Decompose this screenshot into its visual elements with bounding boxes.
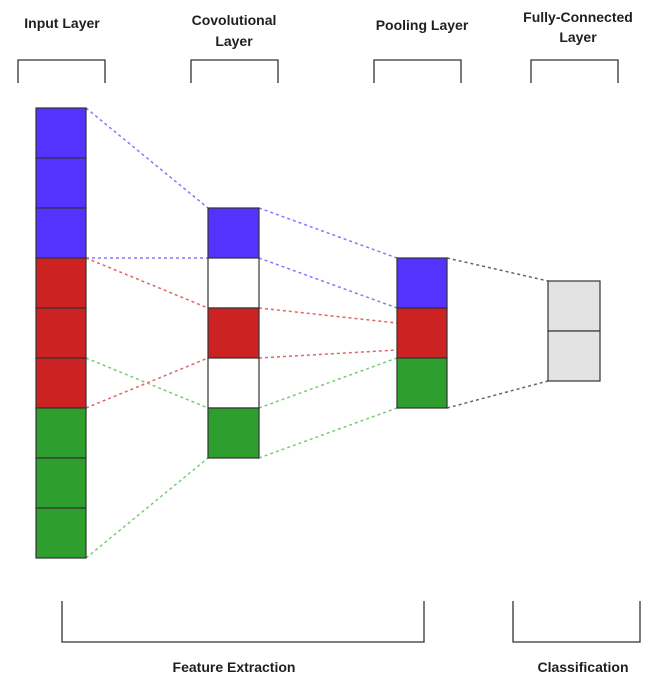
connection-line bbox=[258, 407, 398, 459]
connection-line bbox=[258, 349, 398, 359]
pooling-layer-bracket bbox=[373, 59, 462, 83]
fc-layer-title-line2: Layer bbox=[559, 29, 597, 45]
conv-cell-red bbox=[207, 307, 260, 359]
input-cell-red bbox=[35, 307, 87, 359]
conv-cell-white bbox=[207, 357, 260, 409]
pool-cell-blue bbox=[396, 257, 448, 309]
input-cell-green bbox=[35, 407, 87, 459]
input-cell-red bbox=[35, 357, 87, 409]
conv-layer-title-line2: Layer bbox=[215, 33, 253, 49]
input-cell-blue bbox=[35, 157, 87, 209]
conv-layer-bracket bbox=[190, 59, 279, 83]
fc-layer-bracket bbox=[530, 59, 619, 83]
conv-cell-white bbox=[207, 257, 260, 309]
conv-layer-title-line1: Covolutional bbox=[192, 12, 277, 28]
connection-line bbox=[85, 357, 209, 409]
connection-line bbox=[258, 257, 398, 309]
fc-layer-title-line1: Fully-Connected bbox=[523, 9, 633, 25]
conv-cell-green bbox=[207, 407, 260, 459]
input-cell-blue bbox=[35, 207, 87, 259]
classification-label: Classification bbox=[537, 659, 628, 675]
pool-cell-green bbox=[396, 357, 448, 409]
input-cell-green bbox=[35, 507, 87, 559]
fc-cell-gray bbox=[547, 330, 601, 382]
conv-cell-blue bbox=[207, 207, 260, 259]
connection-line bbox=[85, 257, 209, 309]
connection-line bbox=[446, 257, 549, 282]
feature-extraction-bracket bbox=[61, 601, 425, 643]
connection-line bbox=[446, 380, 549, 409]
input-layer-title: Input Layer bbox=[24, 15, 100, 31]
connection-line bbox=[258, 207, 398, 259]
feature-extraction-label: Feature Extraction bbox=[173, 659, 296, 675]
classification-bracket bbox=[512, 601, 641, 643]
connection-line bbox=[85, 457, 209, 559]
input-cell-green bbox=[35, 457, 87, 509]
connection-lines bbox=[85, 107, 549, 559]
connection-line bbox=[85, 357, 209, 409]
input-cell-red bbox=[35, 257, 87, 309]
brackets bbox=[17, 59, 641, 643]
input-cell-blue bbox=[35, 107, 87, 159]
pool-cell-red bbox=[396, 307, 448, 359]
layer-cells bbox=[35, 107, 601, 559]
connection-line bbox=[85, 107, 209, 209]
connection-line bbox=[258, 307, 398, 324]
input-layer-bracket bbox=[17, 59, 106, 83]
connection-line bbox=[258, 357, 398, 409]
pooling-layer-title: Pooling Layer bbox=[376, 17, 469, 33]
fc-cell-gray bbox=[547, 280, 601, 332]
